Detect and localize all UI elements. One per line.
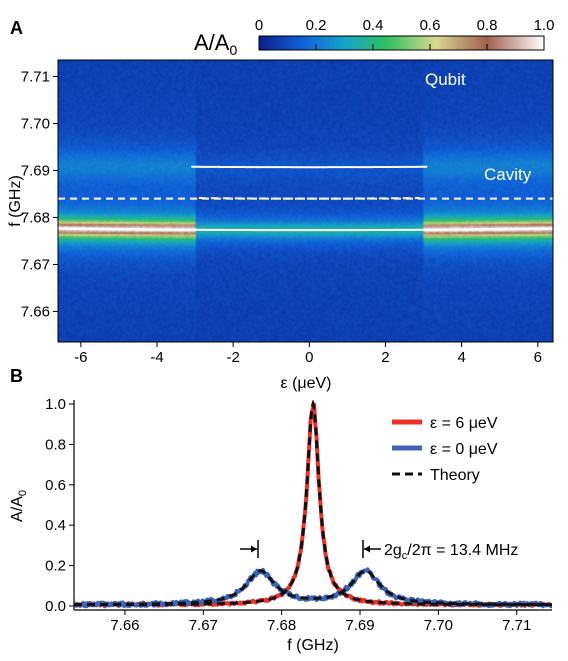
- heatmap-y-tick-label: 7.70: [21, 115, 50, 132]
- line-chart-y-tick-label: 0.0: [45, 598, 66, 615]
- heatmap-x-axis-label: ε (μeV): [280, 375, 331, 392]
- line-chart-x-tick-label: 7.67: [189, 617, 218, 634]
- heatmap-y-tick-label: 7.71: [21, 68, 50, 85]
- colorbar: [258, 35, 545, 51]
- legend-label: ε = 0 μeV: [430, 441, 498, 458]
- panel-b-label: B: [10, 366, 23, 386]
- line-chart-y-axis-label: A/A0: [9, 490, 29, 522]
- theory-curve-epsilon-0: [74, 569, 552, 607]
- heatmap-x-tick-label: -2: [226, 349, 239, 366]
- colorbar-ticks: 0 0.2 0.4 0.6 0.8 1.0: [255, 17, 555, 50]
- heatmap-x-tick-label: -4: [150, 349, 163, 366]
- splitting-label: 2gc/2π = 13.4 MHz: [384, 542, 518, 562]
- colorbar-tick-label: 0.8: [477, 17, 498, 34]
- legend-label: Theory: [430, 467, 480, 484]
- heatmap-x-tick-label: -6: [74, 349, 87, 366]
- colorbar-tick-label: 1.0: [534, 17, 555, 34]
- heatmap-image: [58, 60, 553, 342]
- line-chart-y-tick-label: 0.2: [45, 558, 66, 575]
- line-chart-series: [74, 400, 552, 609]
- heatmap-frame: [57, 59, 554, 343]
- colorbar-tick-label: 0.4: [363, 17, 384, 34]
- line-chart-y-tick-label: 0.4: [45, 517, 66, 534]
- line-chart-y-tick-label: 1.0: [45, 396, 66, 413]
- heatmap-y-tick-label: 7.69: [21, 162, 50, 179]
- legend: ε = 6 μeV ε = 0 μeV Theory: [392, 415, 498, 484]
- line-chart-x-tick-label: 7.66: [110, 617, 139, 634]
- line-chart-y-tick-label: 0.6: [45, 477, 66, 494]
- legend-label: ε = 6 μeV: [430, 415, 498, 432]
- heatmap-x-tick-label: 0: [305, 349, 313, 366]
- line-chart-x-tick-label: 7.68: [267, 617, 296, 634]
- line-chart-x-tick-label: 7.69: [345, 617, 374, 634]
- line-chart-x-axis-label: f (GHz): [287, 637, 339, 654]
- annotation-cavity: Cavity: [484, 165, 532, 184]
- annotation-qubit: Qubit: [425, 70, 466, 89]
- heatmap-x-tick-label: 4: [457, 349, 465, 366]
- line-chart-y-tick-label: 0.8: [45, 436, 66, 453]
- heatmap-y-tick-label: 7.66: [21, 303, 50, 320]
- line-chart-x-tick-label: 7.70: [424, 617, 453, 634]
- series-epsilon-0: [74, 567, 552, 609]
- series-epsilon-6: [74, 402, 552, 608]
- splitting-annotation: 2gc/2π = 13.4 MHz: [240, 540, 518, 562]
- heatmap-axes: -6 -4 -2 0 2 4 6 7.66 7.67 7.68 7.69 7.70 7.71: [21, 68, 542, 366]
- line-chart-x-tick-label: 7.71: [502, 617, 531, 634]
- heatmap-curves: [58, 165, 553, 232]
- colorbar-tick-label: 0.2: [306, 17, 327, 34]
- colorbar-tick-label: 0: [255, 17, 263, 34]
- heatmap-y-tick-label: 7.68: [21, 209, 50, 226]
- theory-curve-epsilon-6: [74, 400, 552, 607]
- heatmap-x-tick-label: 2: [381, 349, 389, 366]
- colorbar-tick-label: 0.6: [420, 17, 441, 34]
- colorbar-title: A/A0: [194, 30, 237, 58]
- dressed-lower-curve: [58, 227, 553, 232]
- panel-a-label: A: [10, 18, 23, 38]
- heatmap-y-tick-label: 7.67: [21, 256, 50, 273]
- heatmap-x-tick-label: 6: [534, 349, 542, 366]
- line-chart-axes: 7.66 7.67 7.68 7.69 7.70 7.71 0.0 0.2 0.4 0.6 0.8 1…: [45, 396, 552, 634]
- heatmap-y-axis-label: f (GHz): [7, 175, 24, 227]
